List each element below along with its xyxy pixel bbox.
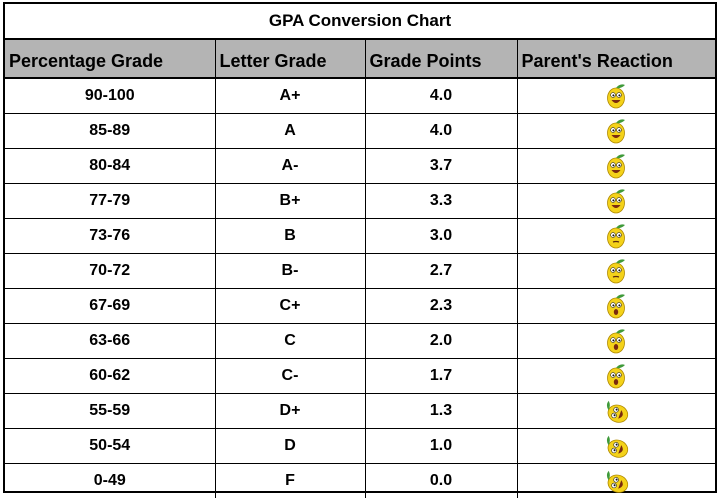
letter-grade-cell: C bbox=[214, 322, 365, 358]
table-row: 50-54 D 1.0 bbox=[5, 427, 715, 463]
fallen-lemon-face-icon bbox=[599, 435, 633, 458]
neutral-lemon-face-icon bbox=[604, 223, 628, 248]
fallen-lemon-face-icon bbox=[599, 400, 633, 423]
table-row: 63-66 C 2.0 bbox=[5, 322, 715, 358]
header-grade-points: Grade Points bbox=[364, 40, 517, 79]
happy-lemon-face-icon bbox=[604, 153, 628, 178]
percentage-grade-cell: 60-62 bbox=[5, 357, 215, 393]
parents-reaction-cell bbox=[516, 392, 715, 428]
percentage-grade-cell: 80-84 bbox=[5, 147, 215, 183]
table-row: 70-72 B- 2.7 bbox=[5, 252, 715, 288]
parents-reaction-cell bbox=[516, 147, 715, 183]
table-row: 73-76 B 3.0 bbox=[5, 217, 715, 253]
table-row: 85-89 A 4.0 bbox=[5, 112, 715, 148]
grade-points-cell: 1.3 bbox=[364, 392, 517, 428]
percentage-grade-cell: 90-100 bbox=[84, 86, 135, 104]
grade-points-cell: 4.0 bbox=[364, 78, 517, 113]
letter-grade-cell: A+ bbox=[214, 78, 365, 113]
percentage-grade-cell: 50-54 bbox=[5, 427, 215, 463]
parents-reaction-cell bbox=[516, 78, 715, 113]
grade-points-cell: 2.3 bbox=[364, 287, 517, 323]
grade-points-cell: 3.7 bbox=[364, 147, 517, 183]
ecstatic-lemon-face-icon bbox=[604, 84, 628, 109]
table-row: 55-59 D+ 1.3 bbox=[5, 392, 715, 428]
letter-grade-cell: B bbox=[214, 217, 365, 253]
grade-points-cell: 3.3 bbox=[364, 182, 517, 218]
parents-reaction-cell bbox=[516, 462, 715, 498]
parents-reaction-cell bbox=[516, 287, 715, 323]
parents-reaction-cell bbox=[516, 252, 715, 288]
letter-grade-cell: A- bbox=[214, 147, 365, 183]
letter-grade-cell: B+ bbox=[214, 182, 365, 218]
table-row: 90-100 A+ 4.0 bbox=[5, 78, 715, 113]
gpa-table: Percentage Grade Letter Grade Grade Poin… bbox=[5, 40, 715, 498]
letter-grade-cell: D bbox=[214, 427, 365, 463]
percentage-grade-cell: 67-69 bbox=[5, 287, 215, 323]
percentage-grade-cell: 0-49 bbox=[5, 462, 215, 498]
surprised-lemon-face-icon bbox=[604, 293, 628, 318]
chart-title: GPA Conversion Chart bbox=[5, 4, 715, 40]
percentage-grade-cell: 73-76 bbox=[5, 217, 215, 253]
shocked-lemon-face-icon bbox=[604, 363, 628, 388]
collapsed-lemon-face-icon bbox=[599, 470, 633, 493]
percentage-grade-cell: 77-79 bbox=[5, 182, 215, 218]
header-row: Percentage Grade Letter Grade Grade Poin… bbox=[5, 40, 715, 79]
grade-points-cell: 1.0 bbox=[364, 427, 517, 463]
percentage-grade-cell: 85-89 bbox=[5, 112, 215, 148]
header-parents-reaction: Parent's Reaction bbox=[516, 40, 715, 79]
table-row: 0-49 F 0.0 bbox=[5, 462, 715, 498]
grade-points-cell: 1.7 bbox=[364, 357, 517, 393]
letter-grade-cell: F bbox=[214, 462, 365, 498]
gpa-chart: GPA Conversion Chart Percentage Grade Le… bbox=[3, 2, 717, 498]
content-lemon-face-icon bbox=[604, 188, 628, 213]
table-row: 77-79 B+ 3.3 bbox=[5, 182, 715, 218]
percentage-grade-cell: 55-59 bbox=[5, 392, 215, 428]
doubtful-lemon-face-icon bbox=[604, 258, 628, 283]
table-row: 80-84 A- 3.7 bbox=[5, 147, 715, 183]
grade-points-cell: 0.0 bbox=[364, 462, 517, 498]
parents-reaction-cell bbox=[516, 217, 715, 253]
grade-points-cell: 3.0 bbox=[364, 217, 517, 253]
parents-reaction-cell bbox=[516, 427, 715, 463]
parents-reaction-cell bbox=[516, 182, 715, 218]
letter-grade-cell: D+ bbox=[214, 392, 365, 428]
parents-reaction-cell bbox=[516, 322, 715, 358]
letter-grade-cell: A bbox=[214, 112, 365, 148]
grade-points-cell: 2.0 bbox=[364, 322, 517, 358]
parents-reaction-cell bbox=[516, 357, 715, 393]
percentage-grade-cell: 63-66 bbox=[5, 322, 215, 358]
letter-grade-cell: B- bbox=[214, 252, 365, 288]
header-letter-grade: Letter Grade bbox=[214, 40, 365, 79]
happy-lemon-face-icon bbox=[604, 118, 628, 143]
percentage-grade-cell: 70-72 bbox=[5, 252, 215, 288]
table-row: 67-69 C+ 2.3 bbox=[5, 287, 715, 323]
grade-points-cell: 4.0 bbox=[364, 112, 517, 148]
table-row: 60-62 C- 1.7 bbox=[5, 357, 715, 393]
shocked-lemon-face-icon bbox=[604, 328, 628, 353]
letter-grade-cell: C- bbox=[214, 357, 365, 393]
header-percentage-grade: Percentage Grade bbox=[5, 40, 215, 79]
parents-reaction-cell bbox=[516, 112, 715, 148]
grade-points-cell: 2.7 bbox=[364, 252, 517, 288]
letter-grade-cell: C+ bbox=[214, 287, 365, 323]
